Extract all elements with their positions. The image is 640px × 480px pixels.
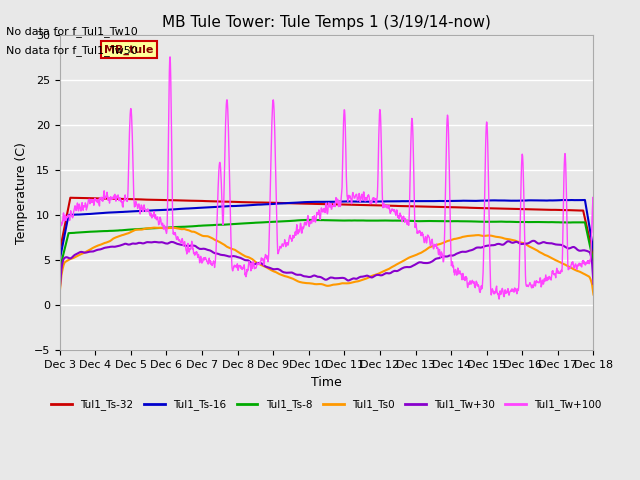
Tul1_Tw+100 <box>166 54 174 60</box>
Tul1_Tw+100 <box>495 296 503 302</box>
Tul1_Ts-8 <box>56 266 63 272</box>
Tul1_Ts-8 <box>306 217 314 223</box>
Tul1_Ts0 <box>119 232 127 238</box>
Tul1_Ts-16 <box>303 199 310 205</box>
Line: Tul1_Tw+100: Tul1_Tw+100 <box>60 57 593 299</box>
Tul1_Tw+100 <box>283 242 291 248</box>
Line: Tul1_Tw+30: Tul1_Tw+30 <box>60 241 593 291</box>
Title: MB Tule Tower: Tule Temps 1 (3/19/14-now): MB Tule Tower: Tule Temps 1 (3/19/14-now… <box>162 15 491 30</box>
Tul1_Tw+30 <box>303 274 310 279</box>
Tul1_Ts-8 <box>282 218 290 224</box>
Tul1_Ts-16 <box>360 199 367 204</box>
Tul1_Ts0 <box>294 278 301 284</box>
Line: Tul1_Ts0: Tul1_Ts0 <box>60 228 593 295</box>
Tul1_Tw+100 <box>589 229 597 235</box>
Tul1_Ts0 <box>589 292 597 298</box>
Tul1_Tw+30 <box>97 246 105 252</box>
Tul1_Tw+30 <box>589 281 597 287</box>
Tul1_Ts-32 <box>56 249 63 254</box>
Tul1_Ts-32 <box>303 201 311 206</box>
Tul1_Ts-8 <box>360 217 367 223</box>
Tul1_Ts-32 <box>67 195 74 201</box>
Tul1_Ts-32 <box>360 202 367 208</box>
Tul1_Tw+30 <box>119 242 127 248</box>
Tul1_Ts-32 <box>119 196 127 202</box>
Tul1_Tw+100 <box>303 218 311 224</box>
Tul1_Ts-8 <box>97 228 105 234</box>
Tul1_Ts-16 <box>589 248 597 253</box>
Tul1_Ts-32 <box>294 201 301 206</box>
Line: Tul1_Ts-32: Tul1_Ts-32 <box>60 198 593 256</box>
Tul1_Ts0 <box>56 290 63 296</box>
Tul1_Ts-16 <box>119 209 127 215</box>
Tul1_Ts0 <box>283 274 291 279</box>
Y-axis label: Temperature (C): Temperature (C) <box>15 142 28 244</box>
Tul1_Ts-16 <box>293 200 301 205</box>
Line: Tul1_Ts-16: Tul1_Ts-16 <box>60 200 593 260</box>
Tul1_Tw+100 <box>294 229 301 235</box>
Tul1_Ts-32 <box>589 253 597 259</box>
Tul1_Tw+30 <box>282 270 290 276</box>
Tul1_Tw+30 <box>56 288 63 294</box>
Text: No data for f_Tul1_Tw50: No data for f_Tul1_Tw50 <box>6 45 138 56</box>
Tul1_Ts-8 <box>589 260 597 265</box>
Tul1_Tw+30 <box>293 272 301 277</box>
Tul1_Ts0 <box>360 276 367 282</box>
Text: No data for f_Tul1_Tw10: No data for f_Tul1_Tw10 <box>6 25 138 36</box>
Text: MB_tule: MB_tule <box>104 45 154 55</box>
Tul1_Ts-16 <box>56 257 63 263</box>
Tul1_Ts0 <box>150 225 158 230</box>
Tul1_Ts-16 <box>97 210 105 216</box>
Tul1_Tw+100 <box>119 203 127 209</box>
Tul1_Tw+100 <box>360 189 367 195</box>
Tul1_Tw+100 <box>56 245 63 251</box>
X-axis label: Time: Time <box>311 376 342 389</box>
Tul1_Tw+30 <box>360 274 367 279</box>
Tul1_Ts-16 <box>581 197 589 203</box>
Tul1_Ts-8 <box>293 217 301 223</box>
Line: Tul1_Ts-8: Tul1_Ts-8 <box>60 220 593 269</box>
Tul1_Ts-8 <box>303 217 310 223</box>
Tul1_Ts-32 <box>97 196 105 202</box>
Tul1_Tw+30 <box>529 238 537 244</box>
Tul1_Ts-16 <box>282 200 290 206</box>
Legend: Tul1_Ts-32, Tul1_Ts-16, Tul1_Ts-8, Tul1_Ts0, Tul1_Tw+30, Tul1_Tw+100: Tul1_Ts-32, Tul1_Ts-16, Tul1_Ts-8, Tul1_… <box>47 396 606 415</box>
Tul1_Ts0 <box>303 280 311 286</box>
Tul1_Ts-8 <box>119 228 127 233</box>
Tul1_Tw+100 <box>97 194 105 200</box>
Tul1_Ts0 <box>97 241 105 247</box>
Tul1_Ts-32 <box>283 200 291 206</box>
